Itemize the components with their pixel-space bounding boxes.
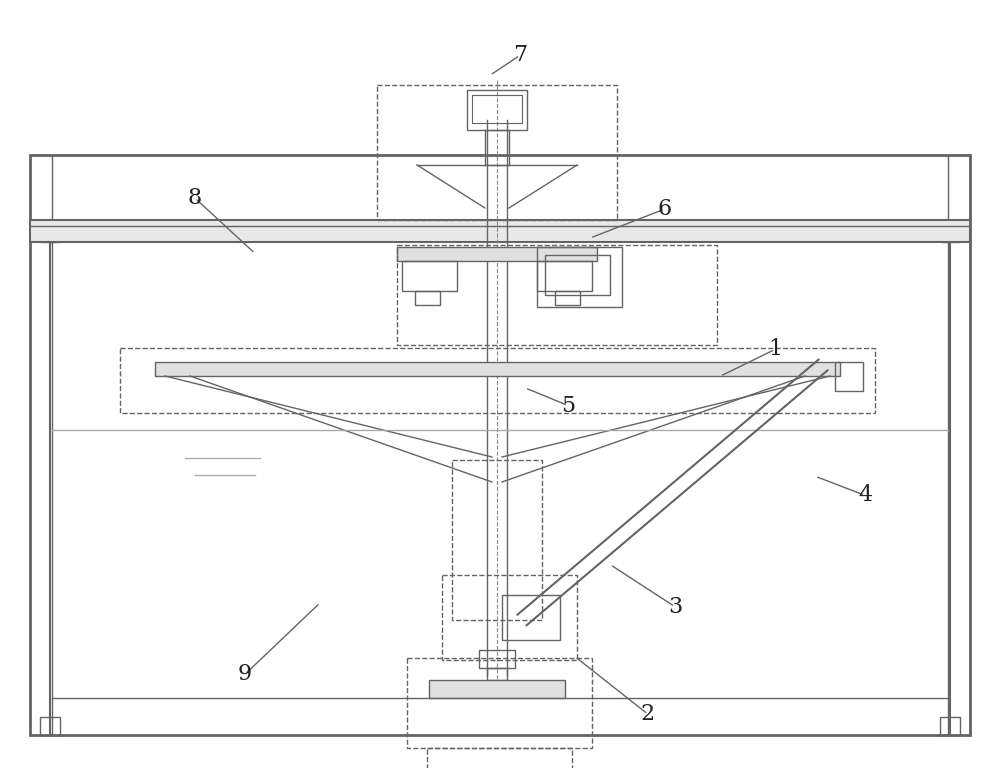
Bar — [397, 245, 717, 345]
Text: 4: 4 — [858, 485, 872, 506]
Bar — [30, 220, 970, 242]
Bar — [479, 650, 515, 668]
Bar — [452, 460, 542, 620]
Bar — [407, 658, 592, 748]
Bar — [555, 291, 580, 305]
Bar — [485, 130, 509, 165]
Text: 8: 8 — [188, 187, 202, 209]
Bar — [427, 748, 572, 768]
Bar — [429, 680, 565, 698]
Bar — [155, 362, 840, 376]
Text: 5: 5 — [561, 395, 575, 416]
Bar — [545, 255, 610, 295]
Bar — [415, 291, 440, 305]
Bar — [40, 717, 60, 735]
Bar — [537, 261, 592, 291]
Bar — [940, 717, 960, 735]
Bar — [442, 575, 577, 660]
Text: 6: 6 — [658, 198, 672, 220]
Text: 7: 7 — [513, 45, 527, 66]
Bar — [835, 362, 863, 391]
Text: 9: 9 — [238, 664, 252, 685]
Bar — [472, 95, 522, 123]
Text: 2: 2 — [641, 703, 655, 725]
Bar — [402, 261, 457, 291]
Bar — [537, 247, 622, 307]
Bar — [377, 85, 617, 220]
Text: 1: 1 — [768, 339, 782, 360]
Bar — [30, 155, 970, 735]
Bar — [487, 668, 507, 680]
Text: 3: 3 — [668, 596, 682, 617]
Bar — [397, 247, 597, 261]
Bar — [120, 348, 875, 413]
Bar — [502, 595, 560, 640]
Bar — [467, 90, 527, 130]
